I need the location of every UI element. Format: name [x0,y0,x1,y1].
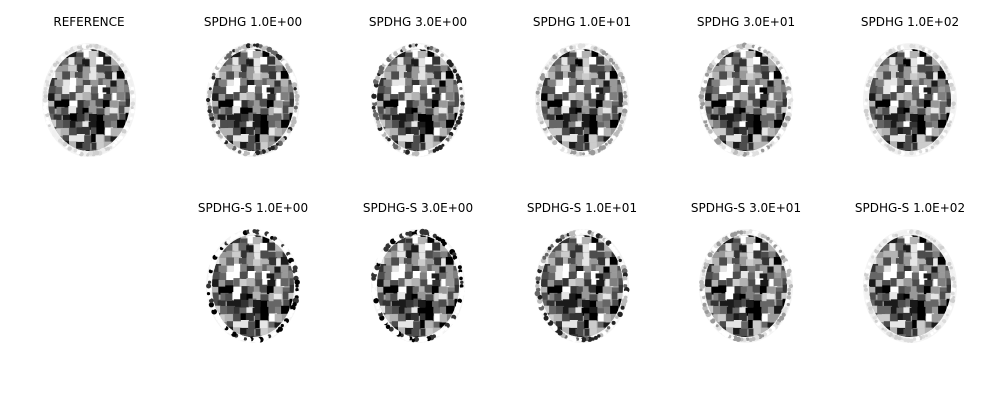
brain-slice-image [527,37,637,167]
panel-title: SPDHG-S 1.0E+00 [197,201,309,215]
brain-slice-graphic [206,43,300,157]
brain-slice-image [363,37,473,167]
brain-slice-graphic [206,228,300,344]
panel-title: SPDHG 3.0E+01 [696,15,796,29]
brain-slice-graphic [534,229,630,343]
brain-slice-image [198,223,308,353]
panel-reference: REFERENCE [24,0,154,165]
brain-slice-image [855,37,965,167]
panel-title: SPDHG 1.0E+00 [203,15,303,29]
brain-slice-image [691,37,801,167]
brain-slice-graphic [371,228,465,343]
brain-slice-image [198,37,308,167]
brain-slice-graphic [699,229,794,343]
panel-spdhg-s-3e1: SPDHG-S 3.0E+01 [681,186,811,351]
panel-title: SPDHG-S 3.0E+01 [690,201,802,215]
panel-spdhg-s-1e0: SPDHG-S 1.0E+00 [188,186,318,351]
panel-title: SPDHG 3.0E+00 [368,15,468,29]
brain-slice-image [691,223,801,353]
panel-spdhg-3e1: SPDHG 3.0E+01 [681,0,811,165]
panel-title: REFERENCE [53,15,125,29]
panel-title: SPDHG 1.0E+01 [532,15,632,29]
panel-title: SPDHG-S 1.0E+01 [526,201,638,215]
brain-slice-graphic [863,229,957,343]
brain-slice-graphic [698,42,794,157]
brain-slice-graphic [535,43,629,157]
brain-slice-image [34,37,144,167]
brain-slice-image [855,223,965,353]
panel-title: SPDHG-S 3.0E+00 [362,201,474,215]
brain-slice-image [363,223,473,353]
panel-spdhg-1e1: SPDHG 1.0E+01 [517,0,647,165]
panel-spdhg-3e0: SPDHG 3.0E+00 [353,0,483,165]
panel-spdhg-s-1e1: SPDHG-S 1.0E+01 [517,186,647,351]
brain-slice-image [527,223,637,353]
panel-spdhg-1e0: SPDHG 1.0E+00 [188,0,318,165]
panel-title: SPDHG-S 1.0E+02 [854,201,966,215]
panel-spdhg-1e2: SPDHG 1.0E+02 [845,0,975,165]
brain-slice-graphic [42,43,136,157]
brain-slice-graphic [371,43,465,157]
panel-spdhg-s-3e0: SPDHG-S 3.0E+00 [353,186,483,351]
panel-spdhg-s-1e2: SPDHG-S 1.0E+02 [845,186,975,351]
brain-slice-graphic [863,43,957,157]
panel-title: SPDHG 1.0E+02 [860,15,960,29]
